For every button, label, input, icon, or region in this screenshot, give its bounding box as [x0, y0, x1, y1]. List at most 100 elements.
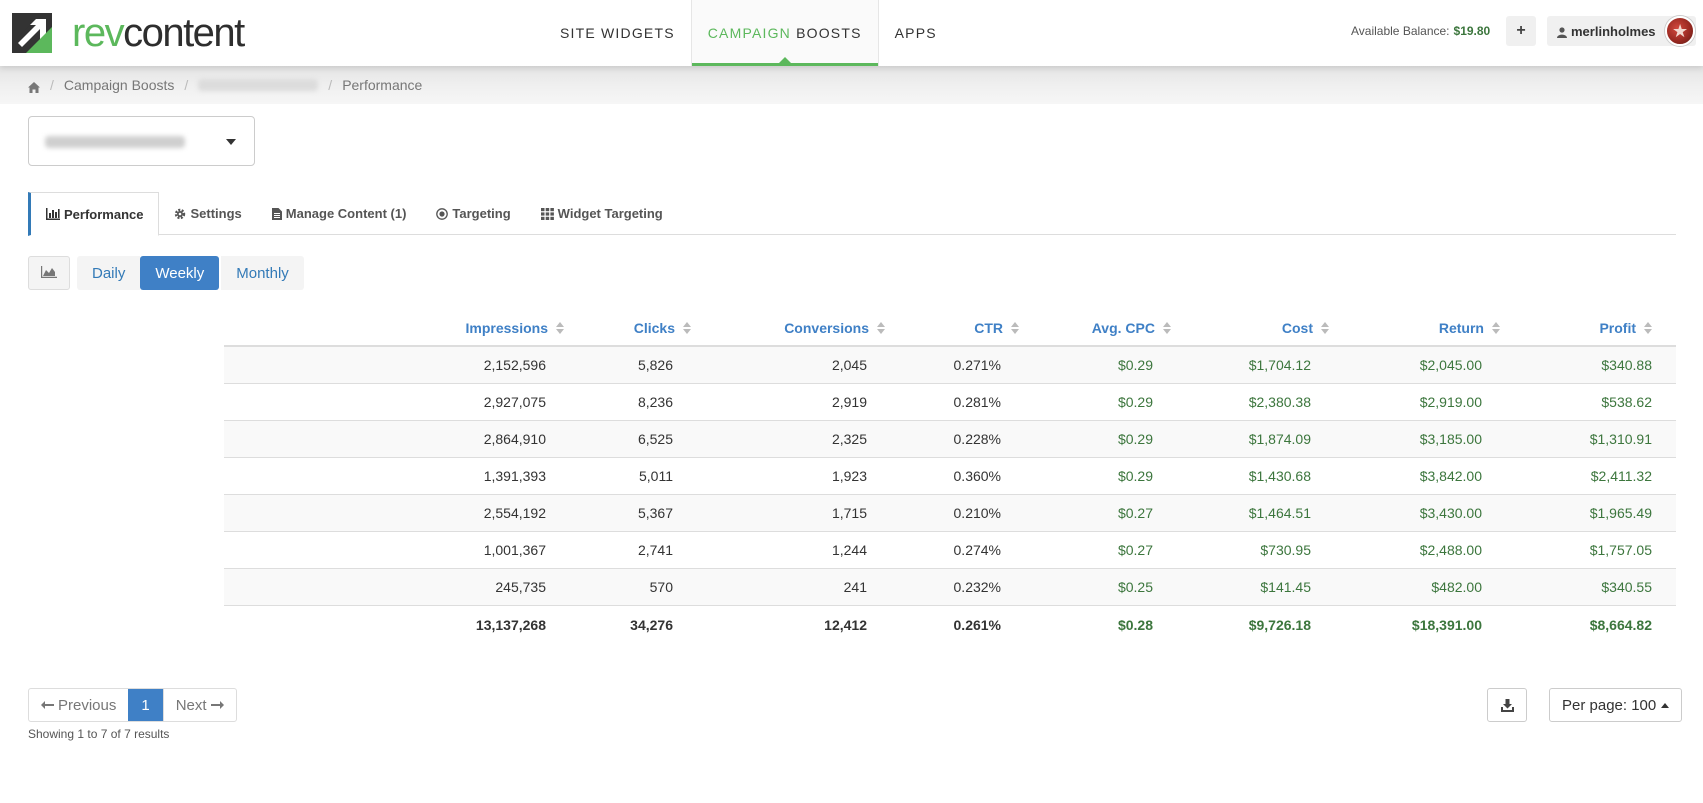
tab-settings[interactable]: Settings: [159, 192, 256, 235]
tab-manage-content[interactable]: Manage Content (1): [257, 192, 422, 235]
table-cell: $0.29: [1117, 431, 1153, 447]
tab-targeting[interactable]: Targeting: [421, 192, 525, 235]
column-header-ctr[interactable]: CTR: [891, 311, 1025, 345]
table-cell: $9,726.18: [1248, 616, 1311, 633]
table-cell: 0.232%: [953, 579, 1001, 595]
breadcrumb-separator: /: [328, 77, 333, 93]
table-cell: $1,965.49: [1589, 505, 1652, 521]
table-cell: 34,276: [630, 616, 673, 633]
sort-icon: [556, 321, 564, 335]
tab-widget-targeting[interactable]: Widget Targeting: [526, 192, 678, 235]
table-totals-row: 13,137,268 34,276 12,412 0.261% $0.28 $9,726.…: [224, 606, 1676, 643]
table-row: 1,391,393 5,011 1,923 0.360% $0.29 $1,430.68 $…: [224, 458, 1676, 495]
user-icon: [1557, 26, 1567, 38]
table-body: 2,152,596 5,826 2,045 0.271% $0.29 $1,704.12 $…: [224, 347, 1676, 643]
column-header-avg-cpc[interactable]: Avg. CPC: [1025, 311, 1177, 345]
table-cell: $0.29: [1117, 357, 1153, 373]
range-monthly-button[interactable]: Monthly: [221, 256, 304, 290]
table-cell: 2,741: [637, 542, 673, 558]
logo-text: revcontent: [72, 11, 245, 55]
sort-icon: [1011, 321, 1019, 335]
table-cell: 245,735: [495, 579, 546, 595]
table-cell: $1,430.68: [1248, 468, 1311, 484]
page-number-button[interactable]: 1: [128, 689, 163, 721]
grid-icon: [540, 207, 554, 220]
add-funds-button[interactable]: +: [1506, 16, 1536, 46]
breadcrumb-performance: Performance: [342, 77, 423, 93]
arrow-right-icon: [210, 701, 224, 709]
table-cell: 2,864,910: [483, 431, 546, 447]
range-weekly-button[interactable]: Weekly: [140, 256, 220, 290]
breadcrumb-campaign-name-redacted[interactable]: [198, 79, 319, 91]
avatar[interactable]: [1665, 16, 1695, 46]
table-cell: $730.95: [1260, 542, 1311, 558]
table-cell: $1,704.12: [1248, 357, 1311, 373]
table-cell: $3,185.00: [1419, 431, 1482, 447]
download-button[interactable]: [1487, 688, 1527, 722]
table-cell: 0.228%: [953, 431, 1001, 447]
table-cell: $18,391.00: [1411, 616, 1482, 633]
column-header-impressions[interactable]: Impressions: [224, 311, 570, 345]
column-header-conversions[interactable]: Conversions: [697, 311, 891, 345]
table-cell: $0.29: [1117, 394, 1153, 410]
nav-apps[interactable]: APPS: [894, 25, 937, 41]
table-cell: 6,525: [637, 431, 673, 447]
main-nav: SITE WIDGETS CAMPAIGN BOOSTS APPS: [544, 0, 953, 66]
column-header-clicks[interactable]: Clicks: [570, 311, 697, 345]
target-icon: [436, 207, 449, 220]
column-header-cost[interactable]: Cost: [1177, 311, 1335, 345]
next-page-button[interactable]: Next: [162, 689, 236, 721]
table-cell: 8,236: [637, 394, 673, 410]
sort-icon: [1644, 321, 1652, 335]
table-cell: 5,367: [637, 505, 673, 521]
range-daily-button[interactable]: Daily: [77, 256, 141, 290]
previous-page-button[interactable]: Previous: [29, 689, 128, 721]
nav-site-widgets[interactable]: SITE WIDGETS: [560, 25, 675, 41]
table-row: 2,152,596 5,826 2,045 0.271% $0.29 $1,704.12 $…: [224, 347, 1676, 384]
tab-performance[interactable]: Performance: [28, 192, 160, 236]
top-navbar: revcontent SITE WIDGETS CAMPAIGN BOOSTS …: [0, 0, 1703, 66]
table-cell: 1,244: [831, 542, 867, 558]
table-cell: $8,664.82: [1589, 616, 1652, 633]
nav-campaign-boosts[interactable]: CAMPAIGN BOOSTS: [690, 0, 879, 66]
download-icon: [1500, 698, 1514, 712]
table-cell: 241: [843, 579, 867, 595]
table-cell: 2,554,192: [483, 505, 546, 521]
table-cell: $1,310.91: [1589, 431, 1652, 447]
available-balance: Available Balance: $19.80: [1351, 24, 1491, 38]
breadcrumb-separator: /: [50, 77, 54, 93]
sort-icon: [1163, 321, 1171, 335]
table-row: 2,554,192 5,367 1,715 0.210% $0.27 $1,464.51 $…: [224, 495, 1676, 532]
table-cell: 0.360%: [953, 468, 1001, 484]
table-cell: $3,430.00: [1419, 505, 1482, 521]
table-cell: $141.45: [1260, 579, 1311, 595]
caret-up-icon: [1661, 702, 1670, 708]
logo-mark-icon: [12, 13, 52, 53]
table-cell: 0.271%: [953, 357, 1001, 373]
table-cell: 5,826: [637, 357, 673, 373]
campaign-select[interactable]: [28, 116, 255, 166]
campaign-tabs: Performance Settings Manage Content (1) …: [28, 192, 1676, 236]
table-cell: $2,919.00: [1419, 394, 1482, 410]
table-cell: 1,391,393: [483, 468, 546, 484]
home-icon[interactable]: [28, 80, 40, 93]
table-cell: $0.25: [1117, 579, 1153, 595]
table-cell: 2,045: [831, 357, 867, 373]
table-cell: 570: [649, 579, 673, 595]
table-cell: 0.281%: [953, 394, 1001, 410]
table-cell: 13,137,268: [475, 616, 546, 633]
table-cell: 0.274%: [953, 542, 1001, 558]
column-header-profit[interactable]: Profit: [1506, 311, 1676, 345]
table-cell: $482.00: [1431, 579, 1482, 595]
table-row: 2,927,075 8,236 2,919 0.281% $0.29 $2,380.38 $…: [224, 384, 1676, 421]
breadcrumb: / Campaign Boosts / / Performance: [0, 66, 1703, 104]
chart-toggle-button[interactable]: [28, 256, 70, 290]
breadcrumb-campaign-boosts[interactable]: Campaign Boosts: [63, 77, 175, 93]
per-page-dropdown[interactable]: Per page: 100: [1549, 688, 1683, 722]
table-cell: $538.62: [1601, 394, 1652, 410]
table-row: 2,864,910 6,525 2,325 0.228% $0.29 $1,874.09 $…: [224, 421, 1676, 458]
table-cell: $0.27: [1117, 505, 1153, 521]
revcontent-logo[interactable]: revcontent: [12, 11, 245, 55]
time-range-selector: Daily Weekly Monthly: [28, 256, 310, 290]
column-header-return[interactable]: Return: [1335, 311, 1506, 345]
